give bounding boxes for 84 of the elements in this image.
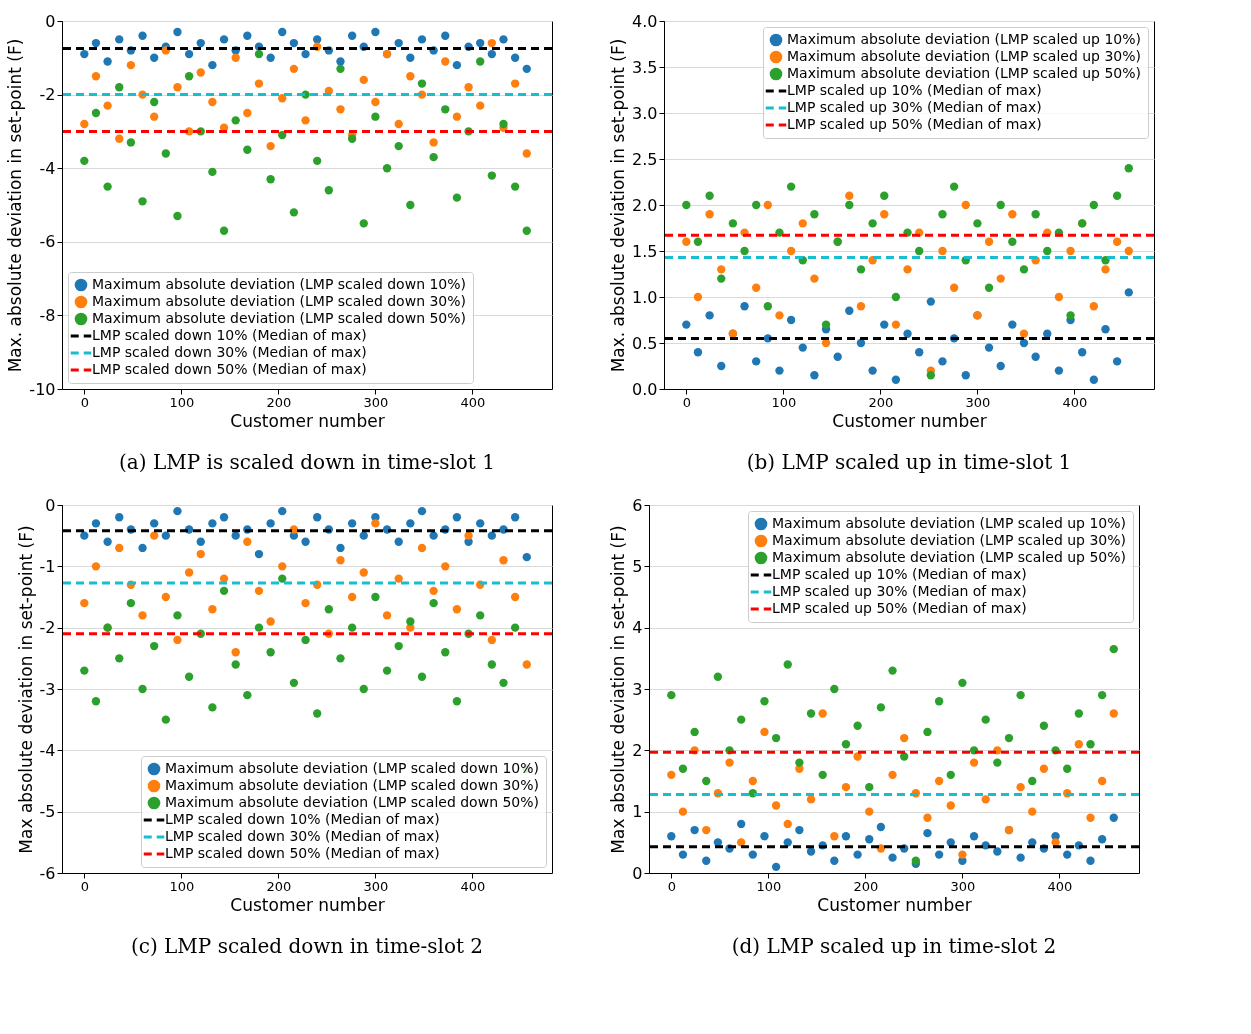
y-tick-label: -8	[39, 305, 56, 325]
legend-label: Maximum absolute deviation (LMP scaled down 10%)	[92, 276, 467, 292]
x-tick-label: 300	[363, 878, 389, 894]
y-tick-label: 3	[632, 679, 643, 699]
x-tick-label: 200	[266, 394, 292, 410]
y-tick-label: -2	[39, 85, 56, 105]
legend-label: Maximum absolute deviation (LMP scaled up 30%)	[787, 48, 1142, 64]
legend-label: LMP scaled up 50% (Median of max)	[772, 600, 1027, 616]
legend-label: LMP scaled down 50% (Median of max)	[165, 845, 440, 861]
y-tick-label: -6	[39, 232, 56, 252]
x-tick-label: 300	[363, 394, 389, 410]
x-tick-label: 100	[169, 394, 195, 410]
legend-label: LMP scaled up 50% (Median of max)	[787, 116, 1042, 132]
y-tick-label: 1.0	[632, 287, 658, 307]
legend-label: Maximum absolute deviation (LMP scaled up 10%)	[787, 31, 1142, 47]
legend-label: Maximum absolute deviation (LMP scaled down 50%)	[165, 794, 540, 810]
legend-label: LMP scaled down 30% (Median of max)	[92, 344, 367, 360]
legend-label: Maximum absolute deviation (LMP scaled up 30%)	[772, 532, 1127, 548]
legend-label: Maximum absolute deviation (LMP scaled up 10%)	[772, 515, 1127, 531]
y-tick-label: 4.0	[632, 11, 658, 31]
y-tick-label: 0	[45, 11, 56, 31]
y-tick-label: 2.5	[632, 149, 658, 169]
x-tick-label: 0	[80, 394, 89, 410]
x-axis-title: Customer number	[230, 894, 385, 915]
text: (c) LMP scaled down in time-slot 2	[130, 934, 484, 958]
legend-label: Maximum absolute deviation (LMP scaled up 50%)	[772, 549, 1127, 565]
x-tick-label: 0	[667, 878, 676, 894]
x-tick-label: 200	[853, 878, 879, 894]
y-tick-label: -4	[39, 158, 56, 178]
y-tick-label: 1.5	[632, 241, 658, 261]
x-tick-label: 200	[266, 878, 292, 894]
legend-label: LMP scaled down 10% (Median of max)	[165, 811, 440, 827]
x-axis-title: Customer number	[230, 410, 385, 431]
y-tick-label: 1	[632, 802, 643, 822]
y-axis-title: Max absolute deviation in set-point (F)	[608, 525, 629, 854]
x-tick-label: 400	[1047, 878, 1073, 894]
x-tick-label: 300	[950, 878, 976, 894]
x-tick-label: 100	[771, 394, 797, 410]
x-tick-label: 300	[965, 394, 991, 410]
legend-label: LMP scaled up 30% (Median of max)	[787, 99, 1042, 115]
y-tick-label: 2.0	[632, 195, 658, 215]
legend-label: LMP scaled down 50% (Median of max)	[92, 361, 367, 377]
y-tick-label: -6	[39, 863, 56, 883]
legend-label: LMP scaled up 10% (Median of max)	[772, 566, 1027, 582]
legend-label: Maximum absolute deviation (LMP scaled down 10%)	[165, 760, 540, 776]
y-tick-label: 3.0	[632, 103, 658, 123]
legend-label: LMP scaled up 10% (Median of max)	[787, 82, 1042, 98]
x-tick-label: 0	[682, 394, 691, 410]
x-tick-label: 0	[80, 878, 89, 894]
y-tick-label: 3.5	[632, 57, 658, 77]
y-tick-label: 4	[632, 618, 643, 638]
x-tick-label: 400	[1062, 394, 1088, 410]
legend-label: Maximum absolute deviation (LMP scaled down 30%)	[165, 777, 540, 793]
legend-label: Maximum absolute deviation (LMP scaled up 50%)	[787, 65, 1142, 81]
y-tick-label: -4	[39, 740, 56, 760]
x-tick-label: 400	[460, 878, 486, 894]
legend-label: Maximum absolute deviation (LMP scaled down 50%)	[92, 310, 467, 326]
x-axis-title: Customer number	[832, 410, 987, 431]
y-axis-title: Max. absolute deviation in set-point (F)	[608, 38, 629, 373]
x-tick-label: 100	[169, 878, 195, 894]
y-tick-label: 0.5	[632, 333, 658, 353]
text: (b) LMP scaled up in time-slot 1	[746, 450, 1072, 474]
y-tick-label: -5	[39, 802, 56, 822]
x-tick-label: 200	[868, 394, 894, 410]
y-tick-label: -3	[39, 679, 56, 699]
y-tick-label: -2	[39, 618, 56, 638]
y-tick-label: 0.0	[632, 379, 658, 399]
y-tick-label: -1	[39, 556, 56, 576]
legend-label: LMP scaled down 30% (Median of max)	[165, 828, 440, 844]
x-axis-title: Customer number	[817, 894, 972, 915]
y-axis-title: Max absolute deviation in set-point (F)	[15, 525, 36, 854]
legend-label: LMP scaled up 30% (Median of max)	[772, 583, 1027, 599]
legend-label: LMP scaled down 10% (Median of max)	[92, 327, 367, 343]
y-axis-title: Max. absolute deviation in set-point (F)	[5, 38, 26, 373]
y-tick-label: 6	[632, 495, 643, 515]
y-tick-label: 5	[632, 556, 643, 576]
x-tick-label: 100	[756, 878, 782, 894]
y-tick-label: 2	[632, 740, 643, 760]
text: (d) LMP scaled up in time-slot 2	[731, 934, 1057, 958]
text: (a) LMP is scaled down in time-slot 1	[119, 450, 495, 474]
x-tick-label: 400	[460, 394, 486, 410]
y-tick-label: 0	[45, 495, 56, 515]
legend-label: Maximum absolute deviation (LMP scaled down 30%)	[92, 293, 467, 309]
y-tick-label: -10	[29, 379, 56, 399]
